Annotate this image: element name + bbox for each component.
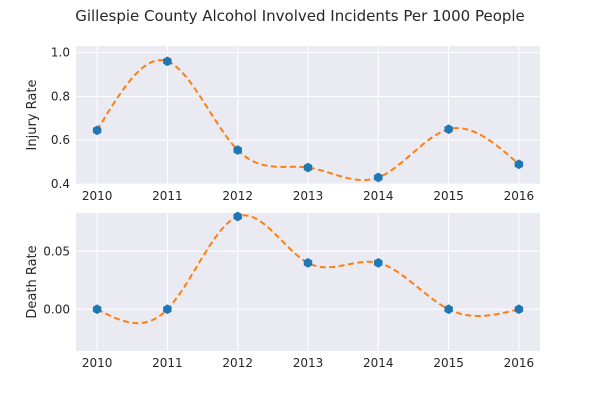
injury-rate-xtick-label: 2015 (433, 189, 464, 203)
injury-rate-panel: 2010 2011 2012 2013 2014 2015 2016 0.4 0.6 0.8 1.0… (25, 46, 540, 203)
death-rate-ytick-label: 0.05 (43, 244, 70, 258)
injury-rate-data-point (303, 162, 313, 173)
injury-rate-ytick-label: 0.8 (51, 89, 70, 103)
death-rate-xtick-label: 2011 (152, 356, 183, 370)
chart-title: Gillespie County Alcohol Involved Incide… (75, 7, 525, 25)
injury-rate-data-point (163, 56, 172, 67)
death-rate-xtick-label: 2012 (222, 356, 253, 370)
death-rate-xtick-label: 2010 (82, 356, 113, 370)
death-rate-data-point (92, 304, 102, 315)
death-rate-data-point (303, 257, 313, 268)
injury-rate-data-point (233, 145, 242, 155)
death-rate-xtick-label: 2016 (504, 356, 535, 370)
injury-rate-xtick-label: 2011 (152, 189, 183, 203)
injury-rate-xtick-label: 2014 (363, 189, 394, 203)
death-rate-xtick-label: 2013 (293, 356, 324, 370)
injury-rate-data-point (444, 124, 453, 135)
injury-rate-data-point (514, 159, 524, 170)
death-rate-data-point (163, 304, 172, 315)
injury-rate-xtick-label: 2016 (504, 189, 535, 203)
death-rate-data-point (444, 304, 453, 315)
injury-rate-data-point (374, 172, 383, 183)
death-rate-data-point (374, 257, 383, 268)
death-rate-panel: 2010 2011 2012 2013 2014 2015 2016 0.00 0.05Deat… (25, 211, 540, 370)
injury-rate-ytick-label: 0.6 (51, 133, 70, 147)
death-rate-data-point (233, 211, 242, 222)
death-rate-data-point (514, 304, 524, 315)
injury-rate-ytick-label: 1.0 (51, 46, 70, 60)
injury-rate-xtick-label: 2012 (222, 189, 253, 203)
injury-rate-xtick-label: 2010 (82, 189, 113, 203)
death-rate-xtick-label: 2014 (363, 356, 394, 370)
death-rate-ylabel: Death Rate (25, 245, 40, 318)
injury-rate-ylabel: Injury Rate (25, 80, 40, 151)
injury-rate-ytick-label: 0.4 (51, 177, 70, 191)
injury-rate-data-point (92, 125, 102, 136)
death-rate-ytick-label: 0.00 (43, 302, 70, 316)
death-rate-xtick-label: 2015 (433, 356, 464, 370)
injury-rate-xtick-label: 2013 (293, 189, 324, 203)
